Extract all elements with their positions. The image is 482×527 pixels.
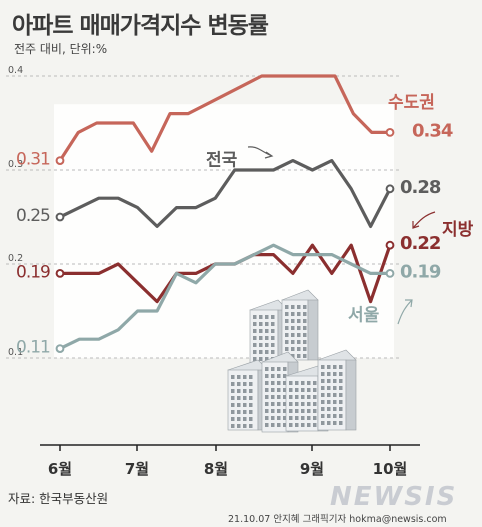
x-tick-label: 10월: [373, 460, 408, 478]
series-end-marker: [55, 156, 65, 166]
newsis-logo: NEWSIS: [330, 482, 458, 512]
chart-subtitle: 전주 대비, 단위:%: [14, 42, 108, 56]
series-end-value: 0.19: [400, 261, 441, 282]
series-end-marker: [55, 344, 65, 354]
series-start-value: 0.11: [16, 338, 50, 358]
x-tick-label: 6월: [48, 460, 72, 478]
series-line: [58, 243, 392, 351]
credit-line: 21.10.07 안지혜 그래픽기자 hokma@newsis.com: [228, 514, 447, 525]
x-tick-label: 9월: [300, 460, 324, 478]
series-name-label: 지방: [442, 220, 474, 240]
chart-band: [54, 104, 394, 358]
apartment-buildings-illustration: [227, 289, 357, 433]
y-tick-label: 0.2: [8, 253, 23, 264]
apartment-building: [317, 349, 357, 431]
source-note: 자료: 한국부동산원: [8, 491, 109, 506]
chart-title: 아파트 매매가격지수 변동률: [12, 13, 269, 39]
series-end-marker: [385, 184, 395, 194]
series-line: [58, 159, 392, 228]
series-name-label: 수도권: [388, 93, 435, 113]
pointer-arrow: [397, 299, 413, 325]
series-line: [58, 74, 392, 163]
series-end-marker: [55, 269, 65, 278]
series-end-marker: [385, 269, 395, 278]
pointer-arrow: [247, 146, 274, 159]
series-end-marker: [385, 240, 395, 250]
pointer-arrow: [412, 211, 436, 229]
y-tick-label: 0.1: [8, 347, 23, 358]
series-end-value: 0.28: [400, 177, 441, 198]
series-name-label: 전국: [206, 150, 238, 170]
series-name-label: 서울: [348, 305, 380, 325]
series-end-marker: [55, 212, 65, 222]
series-start-value: 0.19: [16, 262, 50, 282]
series-end-value: 0.22: [400, 233, 440, 254]
y-tick-label: 0.4: [8, 65, 23, 76]
x-tick-label: 8월: [204, 460, 228, 478]
series-start-value: 0.31: [16, 150, 50, 170]
y-tick-label: 0.3: [8, 159, 23, 170]
series-end-value: 0.34: [412, 120, 453, 141]
x-tick-label: 7월: [125, 460, 149, 478]
apartment-building: [281, 289, 319, 361]
series-end-marker: [385, 128, 395, 137]
series-start-value: 0.25: [16, 206, 50, 226]
